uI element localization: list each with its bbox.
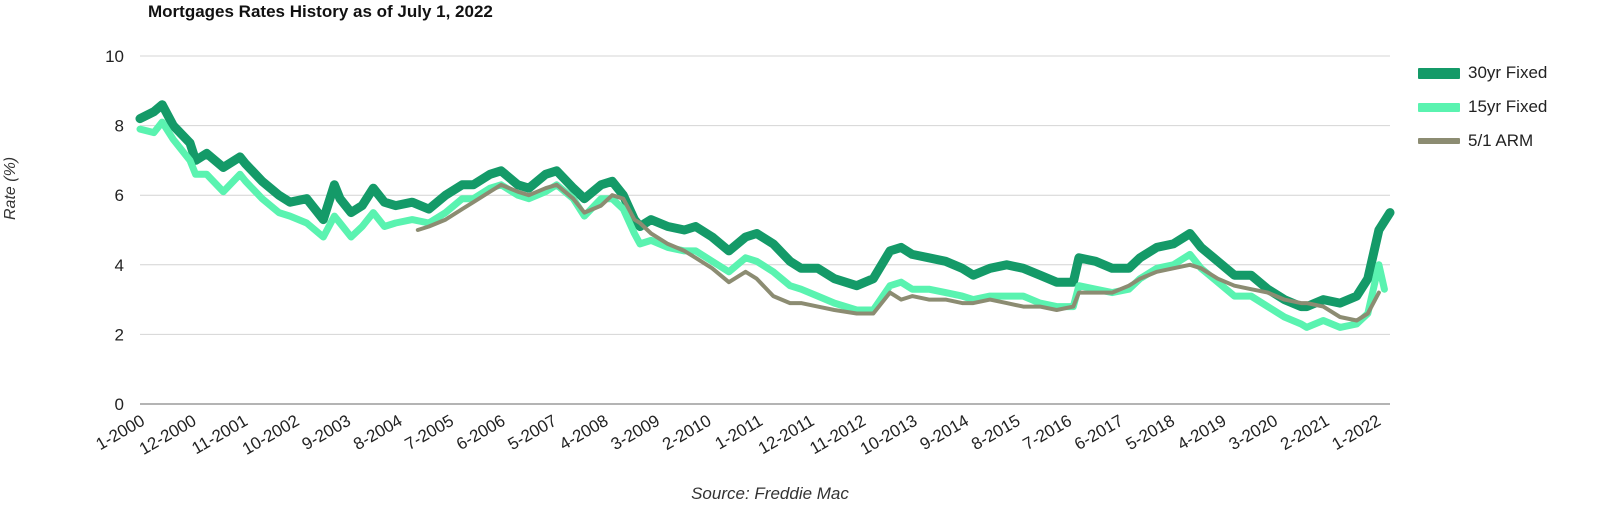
x-tick-label: 7-2016 <box>1020 411 1075 454</box>
legend-swatch-15yr <box>1418 102 1460 112</box>
y-tick-label: 2 <box>115 325 124 344</box>
legend-label-arm: 5/1 ARM <box>1468 131 1534 150</box>
source-note: Source: Freddie Mac <box>0 484 1600 504</box>
x-tick-label: 9-2003 <box>299 411 354 454</box>
x-tick-label: 3-2020 <box>1226 411 1281 454</box>
y-axis-label: Rate (%) <box>2 156 19 220</box>
x-tick-label: 5-2007 <box>505 411 560 454</box>
x-tick-label: 11-2001 <box>189 411 251 458</box>
x-tick-label: 8-2004 <box>350 411 405 454</box>
x-tick-label: 10-2002 <box>239 411 303 459</box>
x-tick-label: 7-2005 <box>402 411 457 454</box>
x-tick-label: 6-2006 <box>453 411 508 454</box>
x-tick-label: 3-2009 <box>608 411 663 454</box>
series-line-30yr-fixed <box>135 100 1395 312</box>
legend-item-arm: 5/1 ARM <box>1418 124 1547 158</box>
legend-label-30yr: 30yr Fixed <box>1468 63 1548 82</box>
x-tick-label: 6-2017 <box>1071 411 1126 454</box>
legend-item-15yr: 15yr Fixed <box>1418 90 1547 124</box>
series-line-5-1-arm <box>415 182 1381 323</box>
x-tick-label: 4-2008 <box>556 411 611 454</box>
x-axis-ticks: 1-200012-200011-200110-20029-20038-20047… <box>93 411 1384 459</box>
y-tick-label: 0 <box>115 395 124 414</box>
series-line-15yr-fixed <box>136 118 1388 331</box>
legend-swatch-30yr <box>1418 67 1460 79</box>
x-tick-label: 9-2014 <box>917 411 972 454</box>
legend-label-15yr: 15yr Fixed <box>1468 97 1548 116</box>
x-tick-label: 8-2015 <box>968 411 1023 454</box>
x-tick-label: 4-2019 <box>1174 411 1229 454</box>
x-tick-label: 2-2010 <box>659 411 714 454</box>
chart-title: Mortgages Rates History as of July 1, 20… <box>148 2 493 21</box>
y-tick-label: 8 <box>115 117 124 136</box>
x-tick-label: 11-2012 <box>807 411 869 458</box>
x-tick-label: 12-2000 <box>136 411 200 459</box>
legend: 30yr Fixed 15yr Fixed 5/1 ARM <box>1418 56 1547 158</box>
y-tick-label: 4 <box>115 256 124 275</box>
x-tick-label: 10-2013 <box>857 411 921 459</box>
x-tick-label: 2-2021 <box>1277 411 1332 454</box>
x-tick-label: 5-2018 <box>1123 411 1178 454</box>
legend-swatch-arm <box>1418 138 1460 144</box>
series-lines <box>135 100 1395 331</box>
legend-item-30yr: 30yr Fixed <box>1418 56 1547 90</box>
x-tick-label: 12-2011 <box>755 411 817 458</box>
y-tick-label: 10 <box>105 47 124 66</box>
y-axis-ticks: 0 2 4 6 8 10 <box>105 47 124 414</box>
y-tick-label: 6 <box>115 186 124 205</box>
source-text: Source: Freddie Mac <box>691 484 849 503</box>
x-tick-label: 1-2022 <box>1329 411 1384 454</box>
